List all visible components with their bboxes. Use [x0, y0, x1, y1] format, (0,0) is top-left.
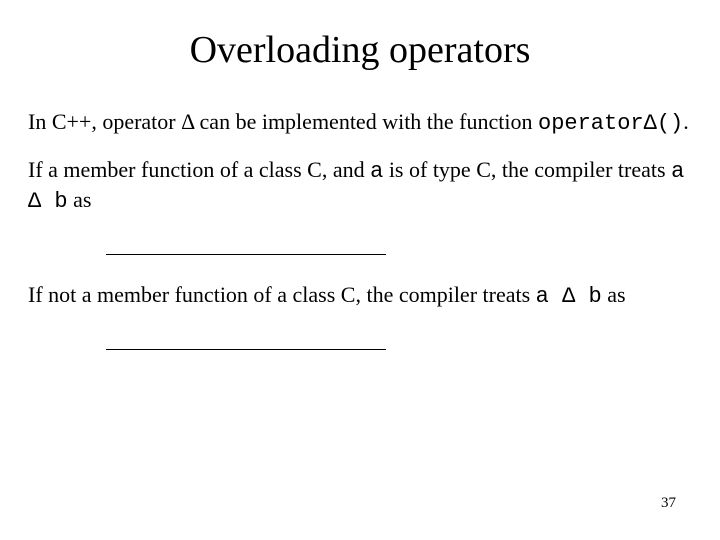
paragraph-2: If a member function of a class C, and a… — [28, 156, 692, 216]
p1-text-c: . — [683, 109, 689, 134]
slide: Overloading operators In C++, operator Δ… — [0, 0, 720, 540]
p2-text-c: as — [68, 187, 92, 212]
paragraph-1: In C++, operator Δ can be implemented wi… — [28, 108, 692, 138]
p2-text-a: If a member function of a class C, and — [28, 157, 370, 182]
blank-line-1 — [106, 254, 386, 255]
p1-code: operatorΔ() — [538, 111, 683, 136]
paragraph-3: If not a member function of a class C, t… — [28, 281, 692, 311]
blank-line-2 — [106, 349, 386, 350]
p1-text-a: In C++, operator Δ can be implemented wi… — [28, 109, 538, 134]
slide-body: In C++, operator Δ can be implemented wi… — [28, 108, 692, 375]
slide-title: Overloading operators — [0, 28, 720, 72]
blank-line-1-wrap — [28, 234, 692, 262]
p2-text-b: is of type C, the compiler treats — [383, 157, 671, 182]
page-number: 37 — [661, 495, 676, 512]
p3-expr: a Δ b — [536, 284, 602, 309]
p3-text-a: If not a member function of a class C, t… — [28, 282, 536, 307]
blank-line-2-wrap — [28, 329, 692, 357]
p3-text-b: as — [602, 282, 626, 307]
p2-var-a: a — [370, 159, 383, 184]
